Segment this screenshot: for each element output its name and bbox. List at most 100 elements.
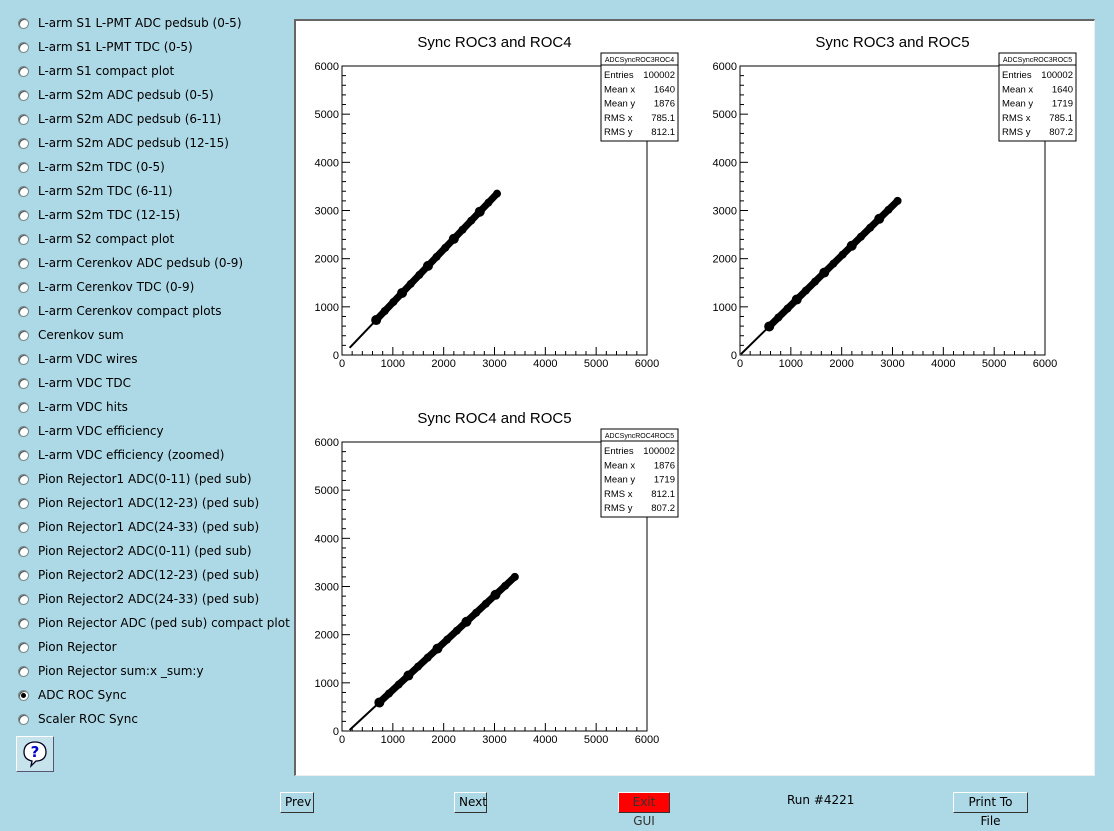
radio-button[interactable] xyxy=(18,65,29,77)
radio-button[interactable] xyxy=(18,209,29,221)
plot-option[interactable]: L-arm VDC efficiency (zoomed) xyxy=(18,443,288,467)
plot-option[interactable]: Pion Rejector2 ADC(0-11) (ped sub) xyxy=(18,539,288,563)
radio-button[interactable] xyxy=(18,521,29,533)
x-tick-label: 5000 xyxy=(584,734,608,746)
radio-button[interactable] xyxy=(18,89,29,101)
plot-option[interactable]: Pion Rejector1 ADC(0-11) (ped sub) xyxy=(18,467,288,491)
radio-button[interactable] xyxy=(18,137,29,149)
plot-option[interactable]: L-arm S2m ADC pedsub (6-11) xyxy=(18,107,288,131)
plot-option[interactable]: L-arm VDC efficiency xyxy=(18,419,288,443)
plot-option-label: Pion Rejector2 ADC(12-23) (ped sub) xyxy=(38,568,260,582)
radio-button[interactable] xyxy=(18,233,29,245)
radio-button[interactable] xyxy=(18,161,29,173)
plot-option[interactable]: L-arm S2m TDC (0-5) xyxy=(18,155,288,179)
radio-button[interactable] xyxy=(18,497,29,509)
radio-button[interactable] xyxy=(18,617,29,629)
y-tick-label: 3000 xyxy=(713,206,737,218)
plot-option[interactable]: L-arm Cerenkov compact plots xyxy=(18,299,288,323)
plot-option[interactable]: Pion Rejector2 ADC(12-23) (ped sub) xyxy=(18,563,288,587)
y-tick-label: 2000 xyxy=(713,254,737,266)
plot-option[interactable]: L-arm S2m TDC (6-11) xyxy=(18,179,288,203)
radio-button[interactable] xyxy=(18,329,29,341)
radio-button[interactable] xyxy=(18,281,29,293)
help-button[interactable]: ? xyxy=(16,736,54,772)
plot-option[interactable]: ADC ROC Sync xyxy=(18,683,288,707)
plot-option[interactable]: Scaler ROC Sync xyxy=(18,707,288,731)
y-tick-label: 6000 xyxy=(315,437,339,449)
exit-gui-button[interactable]: Exit GUI xyxy=(618,792,670,828)
x-tick-label: 6000 xyxy=(635,734,659,746)
run-number: Run #4221 xyxy=(787,793,855,807)
stats-label: Mean x xyxy=(604,460,635,471)
plot-option[interactable]: Cerenkov sum xyxy=(18,323,288,347)
x-tick-label: 3000 xyxy=(482,734,506,746)
plot-option[interactable]: L-arm S2m ADC pedsub (0-5) xyxy=(18,83,288,107)
radio-button[interactable] xyxy=(18,689,29,701)
plot-option-label: Cerenkov sum xyxy=(38,328,124,342)
radio-button[interactable] xyxy=(18,17,29,29)
radio-button[interactable] xyxy=(18,425,29,437)
plot-option-label: L-arm VDC hits xyxy=(38,400,128,414)
radio-button[interactable] xyxy=(18,569,29,581)
plot-option[interactable]: L-arm Cerenkov TDC (0-9) xyxy=(18,275,288,299)
y-tick-label: 3000 xyxy=(315,582,339,594)
stats-value: 100002 xyxy=(1041,70,1073,81)
stats-histogram-name: ADCSyncROC4ROC5 xyxy=(605,433,674,440)
radio-button[interactable] xyxy=(18,377,29,389)
stats-value: 100002 xyxy=(643,70,675,81)
plot-option[interactable]: L-arm S2m ADC pedsub (12-15) xyxy=(18,131,288,155)
plot-option-label: L-arm VDC wires xyxy=(38,352,138,366)
print-to-file-button[interactable]: Print To File xyxy=(953,792,1028,828)
plot-option-label: Pion Rejector1 ADC(0-11) (ped sub) xyxy=(38,472,252,486)
stats-value: 1640 xyxy=(654,84,675,95)
radio-button[interactable] xyxy=(18,185,29,197)
plot-option[interactable]: Pion Rejector ADC (ped sub) compact plot xyxy=(18,611,290,635)
plot-option[interactable]: L-arm S1 L-PMT ADC pedsub (0-5) xyxy=(18,11,288,35)
plot-option-label: Pion Rejector ADC (ped sub) compact plot xyxy=(38,616,290,630)
plot-option[interactable]: L-arm S2 compact plot xyxy=(18,227,288,251)
radio-button[interactable] xyxy=(18,665,29,677)
plot-option-label: L-arm S1 L-PMT TDC (0-5) xyxy=(38,40,193,54)
prev-button[interactable]: Prev xyxy=(280,792,314,813)
x-tick-label: 6000 xyxy=(1033,358,1057,370)
x-tick-label: 0 xyxy=(339,358,345,370)
radio-button[interactable] xyxy=(18,41,29,53)
radio-button[interactable] xyxy=(18,401,29,413)
plot-option[interactable]: L-arm S2m TDC (12-15) xyxy=(18,203,288,227)
stats-label: Entries xyxy=(604,70,634,81)
y-tick-label: 2000 xyxy=(315,630,339,642)
plot-option[interactable]: Pion Rejector2 ADC(24-33) (ped sub) xyxy=(18,587,288,611)
radio-button[interactable] xyxy=(18,113,29,125)
plot-option[interactable]: L-arm VDC hits xyxy=(18,395,288,419)
radio-button[interactable] xyxy=(18,473,29,485)
plot-option[interactable]: L-arm VDC TDC xyxy=(18,371,288,395)
stats-value: 1719 xyxy=(654,475,675,486)
plot-option[interactable]: L-arm VDC wires xyxy=(18,347,288,371)
plot-option[interactable]: Pion Rejector1 ADC(24-33) (ped sub) xyxy=(18,515,288,539)
radio-button[interactable] xyxy=(18,593,29,605)
stats-histogram-name: ADCSyncROC3ROC4 xyxy=(605,57,674,64)
y-tick-label: 4000 xyxy=(315,157,339,169)
stats-box xyxy=(998,52,1077,142)
radio-button[interactable] xyxy=(18,449,29,461)
y-tick-label: 4000 xyxy=(315,533,339,545)
plot-option[interactable]: Pion Rejector1 ADC(12-23) (ped sub) xyxy=(18,491,288,515)
plot-option[interactable]: L-arm S1 L-PMT TDC (0-5) xyxy=(18,35,288,59)
radio-button[interactable] xyxy=(18,713,29,725)
stats-label: Mean x xyxy=(1002,84,1033,95)
plot-option[interactable]: Pion Rejector sum:x _sum:y xyxy=(18,659,288,683)
stats-label: Mean x xyxy=(604,84,635,95)
radio-button[interactable] xyxy=(18,257,29,269)
x-tick-label: 2000 xyxy=(431,734,455,746)
next-button[interactable]: Next xyxy=(454,792,487,813)
radio-button[interactable] xyxy=(18,305,29,317)
radio-button[interactable] xyxy=(18,545,29,557)
radio-button[interactable] xyxy=(18,353,29,365)
plot-option[interactable]: Pion Rejector xyxy=(18,635,288,659)
radio-button[interactable] xyxy=(18,641,29,653)
plot-option-label: Pion Rejector xyxy=(38,640,117,654)
stats-value: 1876 xyxy=(654,460,675,471)
x-tick-label: 1000 xyxy=(779,358,803,370)
plot-option[interactable]: L-arm Cerenkov ADC pedsub (0-9) xyxy=(18,251,288,275)
plot-option[interactable]: L-arm S1 compact plot xyxy=(18,59,288,83)
